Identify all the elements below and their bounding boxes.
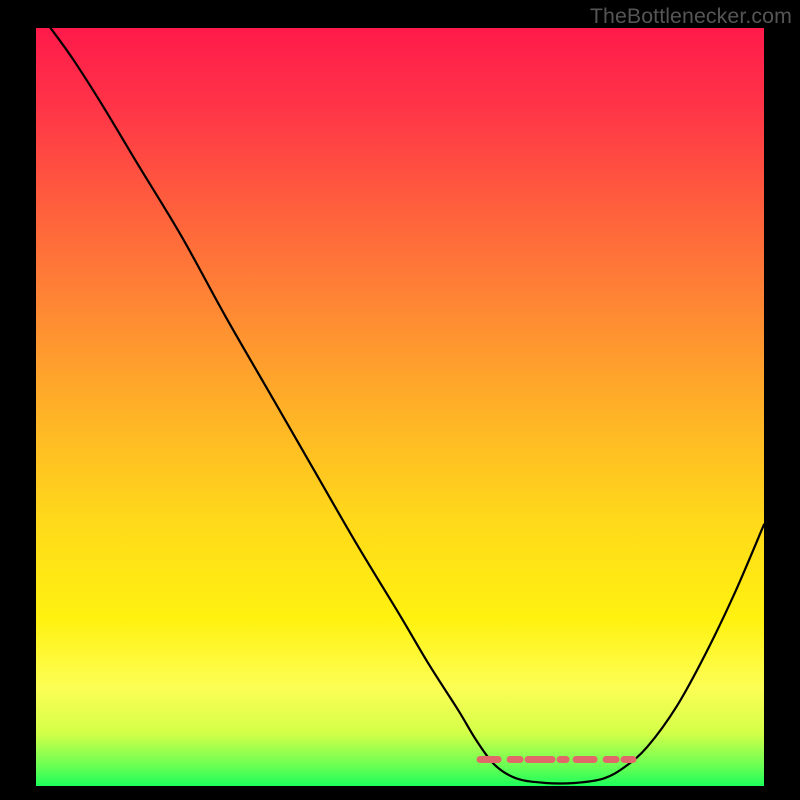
plot-container [36,28,764,786]
watermark-text: TheBottlenecker.com [590,4,792,29]
chart-frame: TheBottlenecker.com [0,0,800,800]
bottleneck-chart [36,28,764,786]
gradient-background [36,28,764,786]
